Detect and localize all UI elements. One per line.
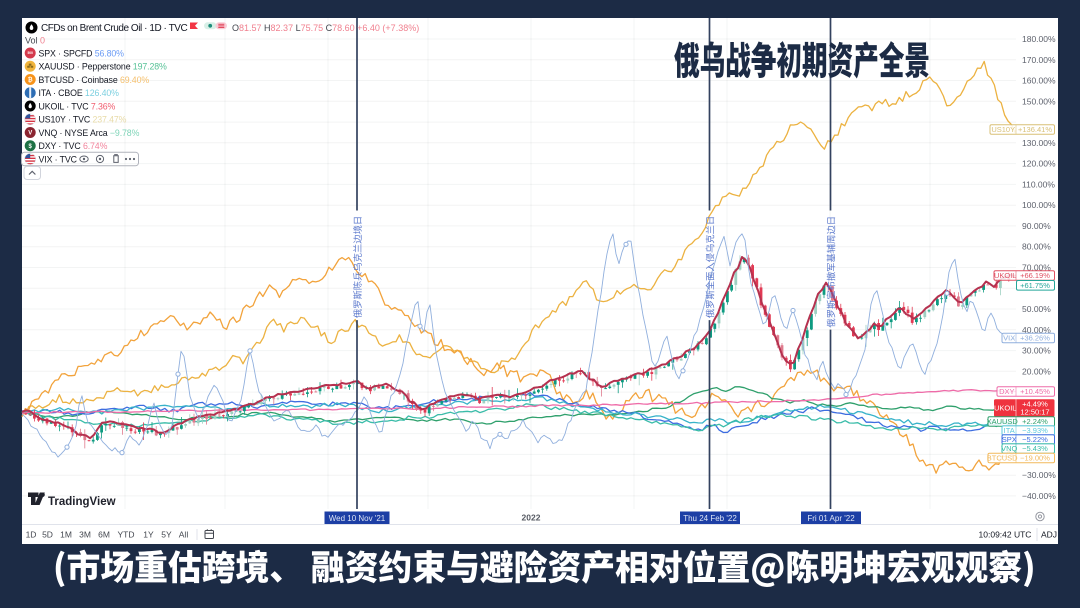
svg-text:BTCUSD: BTCUSD — [987, 454, 1018, 463]
svg-text:+66.19%: +66.19% — [1020, 271, 1050, 280]
svg-text:+10.45%: +10.45% — [1020, 387, 1050, 396]
svg-text:₿: ₿ — [28, 77, 33, 84]
svg-text:5Y: 5Y — [161, 530, 172, 540]
svg-text:+4.49%: +4.49% — [1022, 400, 1048, 409]
svg-text:1Y: 1Y — [143, 530, 154, 540]
svg-text:500: 500 — [28, 51, 34, 55]
svg-text:−5.43%: −5.43% — [1022, 444, 1048, 453]
svg-text:$: $ — [29, 144, 33, 150]
svg-text:V: V — [28, 131, 32, 137]
svg-text:50.00%: 50.00% — [1022, 304, 1051, 314]
svg-text:−40.00%: −40.00% — [1022, 491, 1056, 501]
svg-text:XAUUSD · Pepperstone 197.28%: XAUUSD · Pepperstone 197.28% — [39, 62, 167, 72]
svg-text:5D: 5D — [42, 530, 53, 540]
svg-text:Fri 01 Apr '22: Fri 01 Apr '22 — [807, 514, 855, 523]
svg-text:−3.93%: −3.93% — [1022, 426, 1048, 435]
svg-text:YTD: YTD — [118, 530, 135, 540]
svg-text:DXY: DXY — [999, 387, 1014, 396]
svg-text:UKOIL: UKOIL — [994, 404, 1017, 413]
svg-text:+61.75%: +61.75% — [1020, 281, 1050, 290]
svg-text:TradingView: TradingView — [48, 496, 116, 508]
svg-text:12:50:17: 12:50:17 — [1020, 408, 1049, 417]
svg-text:SPX: SPX — [1002, 435, 1017, 444]
svg-text:ITA: ITA — [1004, 426, 1015, 435]
svg-text:VNQ: VNQ — [1001, 444, 1017, 453]
svg-text:160.00%: 160.00% — [1022, 76, 1056, 86]
svg-text:6M: 6M — [98, 530, 110, 540]
svg-text:VNQ · NYSE Arca −9.78%: VNQ · NYSE Arca −9.78% — [39, 128, 140, 138]
svg-text:20.00%: 20.00% — [1022, 366, 1051, 376]
svg-text:UKOIL · TVC 7.36%: UKOIL · TVC 7.36% — [39, 101, 116, 111]
svg-text:US10Y · TVC 237.47%: US10Y · TVC 237.47% — [39, 115, 127, 125]
svg-text:120.00%: 120.00% — [1022, 159, 1056, 169]
svg-text:+2.24%: +2.24% — [1022, 417, 1048, 426]
svg-text:VIX: VIX — [1003, 334, 1015, 343]
svg-text:100.00%: 100.00% — [1022, 200, 1056, 210]
svg-text:CFDs on Brent Crude Oil · 1D ·: CFDs on Brent Crude Oil · 1D · TVC — [41, 23, 187, 34]
svg-text:170.00%: 170.00% — [1022, 55, 1056, 65]
svg-text:150.00%: 150.00% — [1022, 96, 1056, 106]
svg-text:30.00%: 30.00% — [1022, 346, 1051, 356]
svg-text:40.00%: 40.00% — [1022, 325, 1051, 335]
svg-text:XAUUSD: XAUUSD — [987, 417, 1019, 426]
svg-text:90.00%: 90.00% — [1022, 221, 1051, 231]
svg-text:+136.41%: +136.41% — [1018, 125, 1052, 134]
svg-text:SPX · SPCFD 56.80%: SPX · SPCFD 56.80% — [39, 48, 125, 58]
svg-text:DXY · TVC 6.74%: DXY · TVC 6.74% — [39, 141, 108, 151]
svg-text:−30.00%: −30.00% — [1022, 470, 1056, 480]
svg-text:70.00%: 70.00% — [1022, 263, 1051, 273]
svg-text:UKOIL: UKOIL — [994, 271, 1017, 280]
svg-text:80.00%: 80.00% — [1022, 242, 1051, 252]
svg-text:−5.22%: −5.22% — [1022, 435, 1048, 444]
svg-text:ADJ: ADJ — [1041, 530, 1057, 540]
svg-text:180.00%: 180.00% — [1022, 34, 1056, 44]
svg-text:BTCUSD · Coinbase 69.40%: BTCUSD · Coinbase 69.40% — [39, 75, 150, 85]
svg-text:110.00%: 110.00% — [1022, 179, 1055, 189]
svg-text:Wed 10 Nov '21: Wed 10 Nov '21 — [329, 514, 386, 523]
svg-text:O81.57 H82.37 L75.75 C78.60 +6: O81.57 H82.37 L75.75 C78.60 +6.40 (+7.38… — [232, 23, 419, 33]
svg-text:All: All — [179, 530, 189, 540]
svg-text:US10Y: US10Y — [991, 125, 1015, 134]
svg-text:3M: 3M — [79, 530, 91, 540]
svg-text:2022: 2022 — [522, 513, 541, 523]
svg-text:1M: 1M — [60, 530, 72, 540]
svg-text:130.00%: 130.00% — [1022, 138, 1056, 148]
svg-text:10:09:42 UTC: 10:09:42 UTC — [979, 530, 1032, 540]
svg-text:Thu 24 Feb '22: Thu 24 Feb '22 — [683, 514, 737, 523]
svg-text:VIX · TVC: VIX · TVC — [39, 154, 78, 164]
svg-text:+36.26%: +36.26% — [1020, 334, 1050, 343]
svg-text:ITA · CBOE 126.40%: ITA · CBOE 126.40% — [39, 88, 120, 98]
svg-text:1D: 1D — [26, 530, 37, 540]
svg-text:Vol 0: Vol 0 — [25, 36, 45, 46]
svg-text:−19.00%: −19.00% — [1020, 454, 1050, 463]
